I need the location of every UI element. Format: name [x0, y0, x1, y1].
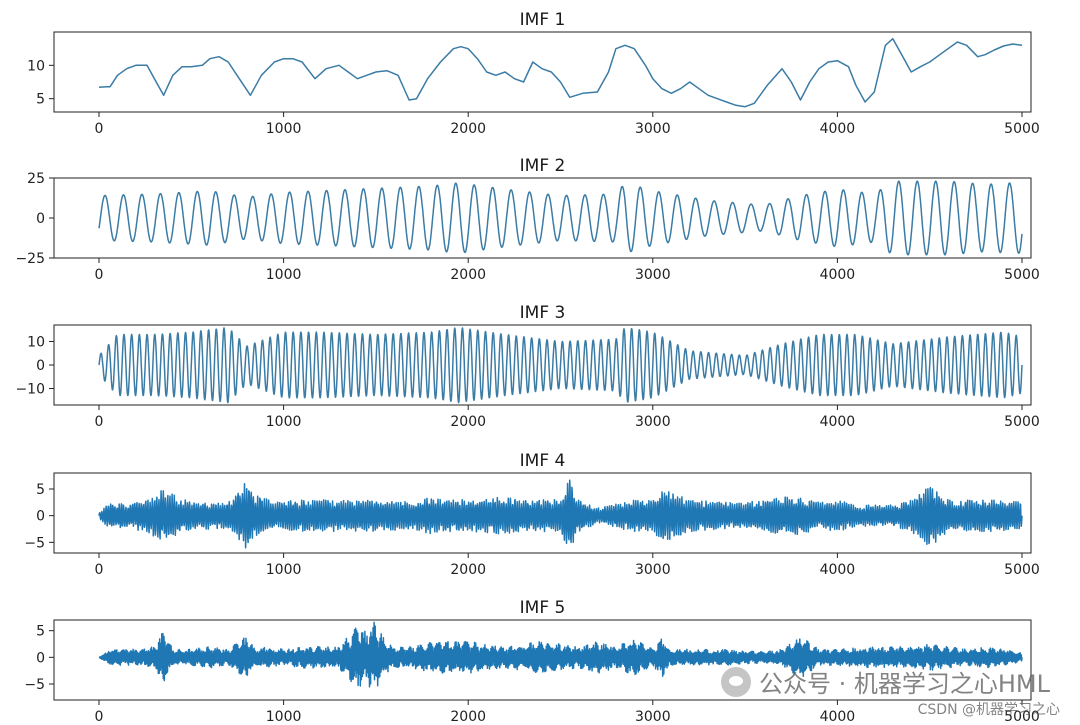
x-tick-label: 3000 — [635, 562, 671, 578]
y-tick-label: 5 — [36, 92, 45, 108]
subplot-title: IMF 1 — [520, 10, 566, 30]
x-tick-label: 0 — [95, 709, 104, 725]
x-tick-label: 4000 — [820, 267, 856, 283]
x-tick-label: 0 — [95, 414, 104, 430]
x-tick-label: 1000 — [266, 562, 302, 578]
y-tick-label: 0 — [36, 358, 45, 374]
x-tick-label: 5000 — [1004, 414, 1040, 430]
x-tick-label: 3000 — [635, 121, 671, 137]
x-tick-label: 0 — [95, 562, 104, 578]
x-tick-label: 1000 — [266, 121, 302, 137]
x-tick-label: 1000 — [266, 414, 302, 430]
x-tick-label: 2000 — [450, 709, 486, 725]
y-tick-label: 5 — [36, 482, 45, 498]
y-tick-label: −5 — [24, 677, 45, 693]
x-tick-label: 2000 — [450, 562, 486, 578]
y-tick-label: 25 — [27, 171, 45, 187]
series-line-imf-4 — [98, 479, 1023, 549]
x-tick-label: 3000 — [635, 414, 671, 430]
watermark-main-text: 公众号 · 机器学习之心HML — [758, 670, 1050, 698]
subplot-imf-1: IMF 1 0 1000 2000 3000 4000 5000 5 10 — [27, 10, 1040, 137]
subplot-title: IMF 2 — [520, 156, 566, 176]
series-line-imf-2 — [98, 180, 1023, 256]
x-tick-label: 0 — [95, 267, 104, 283]
axes-frame — [53, 619, 1032, 701]
x-tick-label: 4000 — [820, 709, 856, 725]
axes-frame — [53, 472, 1032, 554]
x-tick-label: 3000 — [635, 709, 671, 725]
axes-frame — [53, 31, 1032, 113]
watermark-sub: CSDN @机器学习之心 — [917, 702, 1060, 718]
y-tick-label: 0 — [36, 211, 45, 227]
x-tick-label: 4000 — [820, 562, 856, 578]
y-tick-label: 10 — [27, 334, 45, 350]
y-tick-label: 0 — [36, 650, 45, 666]
y-tick-label: −25 — [15, 251, 45, 267]
x-tick-label: 0 — [95, 121, 104, 137]
x-tick-label: 2000 — [450, 121, 486, 137]
x-tick-label: 2000 — [450, 414, 486, 430]
subplot-title: IMF 5 — [520, 598, 566, 618]
series-line-imf-1 — [98, 37, 1023, 108]
wechat-icon — [720, 666, 751, 697]
subplot-imf-5: IMF 5 0 1000 2000 3000 4000 5000 −5 0 5 — [24, 598, 1039, 725]
series-line-imf-5 — [98, 621, 1023, 688]
x-tick-label: 5000 — [1004, 562, 1040, 578]
x-tick-label: 5000 — [1004, 709, 1040, 725]
y-tick-label: 0 — [36, 509, 45, 525]
y-tick-label: −10 — [15, 382, 45, 398]
series-line-imf-3 — [98, 327, 1023, 404]
x-tick-label: 5000 — [1004, 121, 1040, 137]
subplot-imf-4: IMF 4 0 1000 2000 3000 4000 5000 −5 0 5 — [24, 451, 1039, 578]
x-tick-label: 1000 — [266, 267, 302, 283]
y-tick-label: 5 — [36, 624, 45, 640]
y-tick-label: −5 — [24, 535, 45, 551]
x-tick-label: 1000 — [266, 709, 302, 725]
subplot-title: IMF 3 — [520, 303, 566, 323]
x-tick-label: 4000 — [820, 121, 856, 137]
subplot-title: IMF 4 — [520, 451, 566, 471]
x-tick-label: 2000 — [450, 267, 486, 283]
watermark-main: 公众号 · 机器学习之心HML — [720, 664, 1050, 699]
subplot-imf-3: IMF 3 0 1000 2000 3000 4000 5000 −10 0 10 — [15, 303, 1039, 430]
x-tick-label: 5000 — [1004, 267, 1040, 283]
subplot-imf-2: IMF 2 0 1000 2000 3000 4000 5000 −25 0 25 — [15, 156, 1039, 283]
y-tick-label: 10 — [27, 58, 45, 74]
x-tick-label: 4000 — [820, 414, 856, 430]
x-tick-label: 3000 — [635, 267, 671, 283]
